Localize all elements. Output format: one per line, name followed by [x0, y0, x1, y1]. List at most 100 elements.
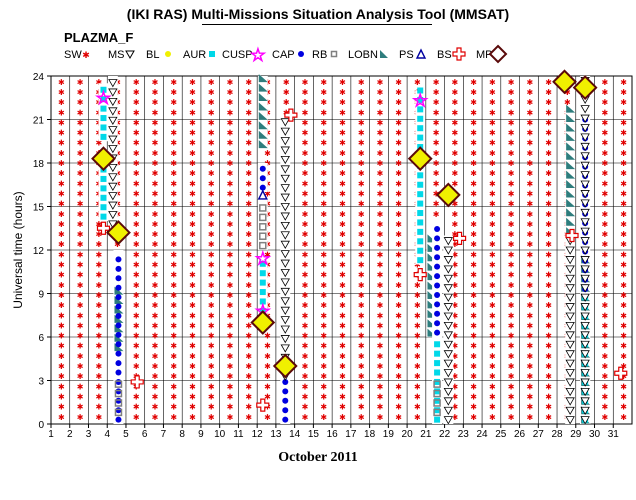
sw-marker: ✱ — [620, 108, 627, 117]
sw-marker: ✱ — [358, 352, 365, 361]
sw-marker: ✱ — [77, 179, 84, 188]
sw-marker: ✱ — [545, 169, 552, 178]
sw-marker: ✱ — [208, 403, 215, 412]
cap-marker — [115, 378, 122, 385]
sw-marker: ✱ — [227, 159, 234, 168]
sw-marker: ✱ — [339, 342, 346, 351]
ms-marker — [280, 118, 290, 127]
sw-marker: ✱ — [452, 240, 459, 249]
ms-marker — [443, 397, 454, 406]
sw-marker: ✱ — [302, 230, 309, 239]
sw-marker: ✱ — [58, 189, 65, 198]
sw-marker: ✱ — [433, 179, 440, 188]
sw-marker: ✱ — [320, 261, 327, 270]
sw-marker: ✱ — [377, 362, 384, 371]
sw-marker: ✱ — [77, 332, 84, 341]
sw-marker: ✱ — [470, 250, 477, 259]
sw-marker: ✱ — [320, 98, 327, 107]
ms-marker — [580, 284, 590, 293]
ps-marker — [258, 83, 268, 92]
sw-marker: ✱ — [527, 200, 534, 209]
sw-marker: ✱ — [58, 139, 65, 148]
ms-marker — [580, 293, 590, 302]
sw-marker: ✱ — [264, 372, 271, 381]
sw-marker: ✱ — [133, 210, 140, 219]
sw-marker: ✱ — [377, 149, 384, 158]
sw-marker: ✱ — [470, 372, 477, 381]
x-tick-label: 16 — [327, 429, 339, 440]
sw-marker: ✱ — [208, 250, 215, 259]
sw-marker: ✱ — [508, 159, 515, 168]
sw-marker: ✱ — [601, 210, 608, 219]
sw-marker: ✱ — [189, 230, 196, 239]
sw-marker: ✱ — [452, 169, 459, 178]
sw-marker: ✱ — [95, 342, 102, 351]
sw-marker: ✱ — [601, 250, 608, 259]
sw-marker: ✱ — [358, 311, 365, 320]
sw-marker: ✱ — [489, 321, 496, 330]
ms-marker — [443, 416, 454, 425]
sw-marker: ✱ — [395, 301, 402, 310]
plot-area: ✱ ✱ ✱ ✱ ✱ ✱ ✱ ✱ ✱ ✱ ✱ ✱ ✱ ✱ ✱ ✱ ✱ ✱ ✱ ✱ ✱ ✱ ✱ ✱ ✱ ✱ ✱ ✱ ✱ ✱ ✱ ✱ ✱ ✱ ✱ ✱ ✱ ✱ ✱ ✱… — [50, 69, 633, 425]
sw-marker: ✱ — [452, 149, 459, 158]
sw-marker: ✱ — [452, 78, 459, 87]
sw-marker: ✱ — [245, 149, 252, 158]
sw-marker: ✱ — [152, 301, 159, 310]
sw-marker: ✱ — [152, 220, 159, 229]
sw-marker: ✱ — [245, 88, 252, 97]
sw-marker: ✱ — [395, 230, 402, 239]
sw-marker: ✱ — [227, 362, 234, 371]
sw-marker: ✱ — [189, 392, 196, 401]
sw-marker: ✱ — [414, 352, 421, 361]
sw-marker: ✱ — [339, 200, 346, 209]
aur-marker — [417, 219, 424, 226]
sw-marker: ✱ — [208, 189, 215, 198]
sw-marker: ✱ — [152, 291, 159, 300]
sw-marker: ✱ — [208, 240, 215, 249]
x-tick-label: 18 — [364, 429, 376, 440]
x-tick-label: 15 — [308, 429, 320, 440]
sw-marker: ✱ — [170, 98, 177, 107]
sw-marker: ✱ — [470, 261, 477, 270]
sw-marker: ✱ — [95, 403, 102, 412]
sw-marker: ✱ — [302, 352, 309, 361]
sw-marker: ✱ — [395, 169, 402, 178]
x-tick-label: 19 — [383, 429, 395, 440]
ps-marker — [566, 198, 576, 207]
sw-marker: ✱ — [302, 291, 309, 300]
aur-marker — [100, 124, 107, 131]
sw-marker: ✱ — [601, 332, 608, 341]
sw-marker: ✱ — [489, 301, 496, 310]
sw-marker: ✱ — [95, 362, 102, 371]
sw-marker: ✱ — [133, 250, 140, 259]
sw-marker: ✱ — [95, 321, 102, 330]
sw-marker: ✱ — [545, 332, 552, 341]
legend-rb-marker — [330, 50, 338, 58]
sw-marker: ✱ — [264, 332, 271, 341]
sw-marker: ✱ — [452, 271, 459, 280]
sw-marker: ✱ — [152, 200, 159, 209]
sw-marker: ✱ — [302, 159, 309, 168]
sw-marker: ✱ — [527, 189, 534, 198]
sw-marker: ✱ — [414, 342, 421, 351]
sw-marker: ✱ — [377, 98, 384, 107]
sw-marker: ✱ — [470, 189, 477, 198]
sw-marker: ✱ — [620, 118, 627, 127]
sw-marker: ✱ — [227, 250, 234, 259]
sw-marker: ✱ — [489, 240, 496, 249]
sw-marker: ✱ — [77, 413, 84, 422]
sw-marker: ✱ — [77, 149, 84, 158]
sw-marker: ✱ — [58, 108, 65, 117]
sw-marker: ✱ — [508, 311, 515, 320]
x-tick-label: 20 — [402, 429, 414, 440]
sw-marker: ✱ — [170, 342, 177, 351]
sw-marker: ✱ — [320, 78, 327, 87]
sw-marker: ✱ — [527, 332, 534, 341]
ms-marker — [580, 274, 590, 284]
sw-marker: ✱ — [227, 108, 234, 117]
sw-marker: ✱ — [489, 382, 496, 391]
column-backing — [257, 76, 268, 149]
sw-marker: ✱ — [489, 261, 496, 270]
aur-marker — [100, 96, 107, 103]
column-backing — [565, 105, 576, 236]
